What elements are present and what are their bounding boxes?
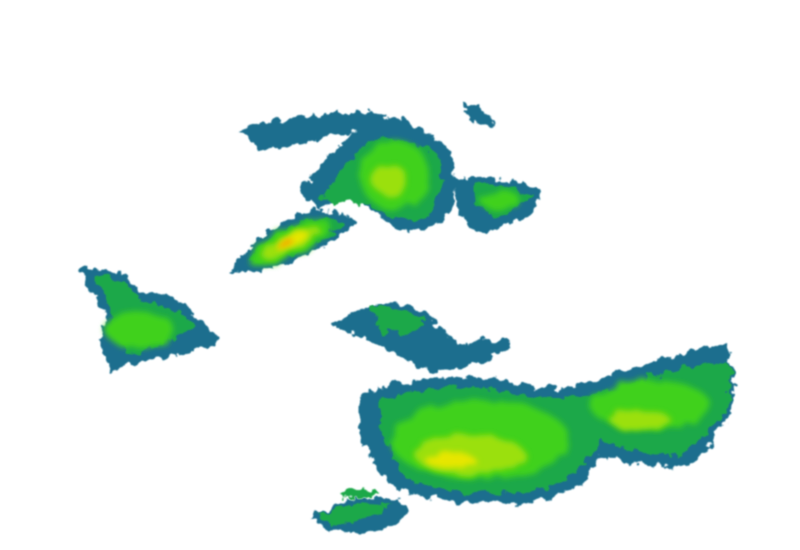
radar-echo — [105, 312, 175, 348]
radar-echo — [480, 190, 520, 210]
radar-echo — [340, 489, 380, 500]
radar-echo — [372, 165, 408, 195]
radar-echo — [240, 111, 432, 150]
radar-echo — [462, 102, 495, 126]
radar-echo — [610, 410, 670, 430]
echo-layer-core — [277, 238, 293, 248]
radar-echo — [320, 503, 390, 525]
radar-echo — [277, 238, 293, 248]
radar-echo — [330, 301, 510, 372]
radar-echo — [370, 305, 425, 334]
radar-echo — [425, 452, 475, 468]
